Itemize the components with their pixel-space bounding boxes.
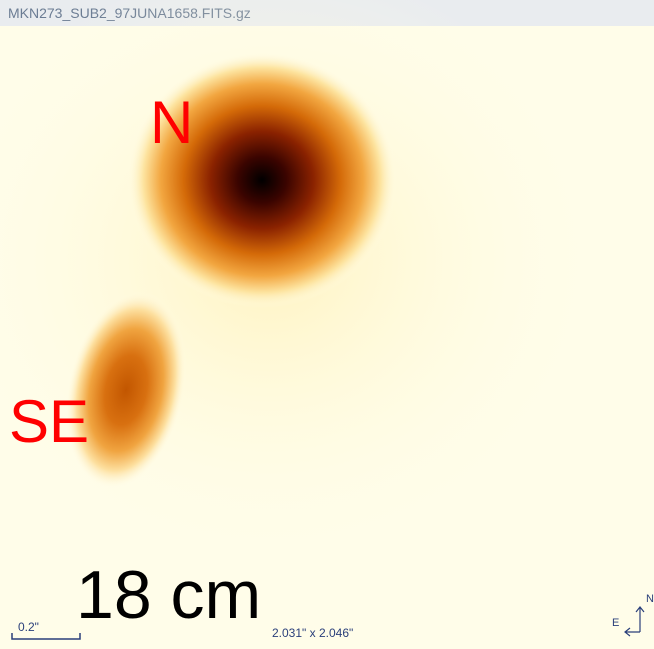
- compass-arrows: [624, 606, 645, 637]
- north-blob: [127, 52, 397, 308]
- compass-north: N: [646, 593, 654, 605]
- scale-bar-label: 0.2": [18, 620, 39, 634]
- se-blob: [65, 291, 187, 489]
- label-wavelength: 18 cm: [76, 557, 261, 633]
- field-size: 2.031" x 2.046": [272, 626, 353, 640]
- label-se: SE: [9, 388, 89, 455]
- compass-east: E: [612, 617, 619, 629]
- scale-bar: [11, 633, 81, 640]
- label-n: N: [150, 89, 193, 156]
